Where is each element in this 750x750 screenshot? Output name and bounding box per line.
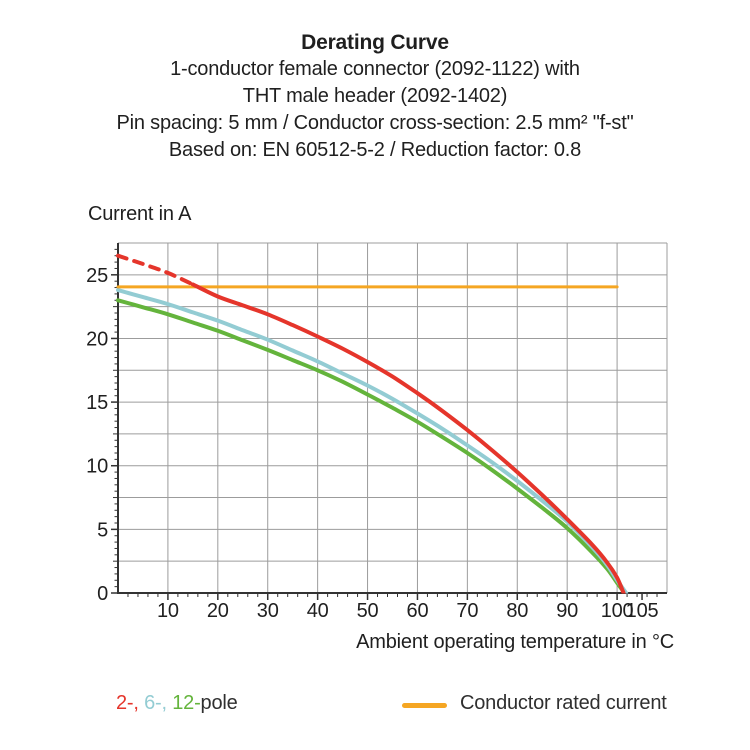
- x-tick-label: 30: [257, 600, 279, 622]
- x-tick-label: 100: [601, 600, 634, 622]
- curve-12-pole: [116, 298, 627, 594]
- legend-pole-item-12-: 12-: [172, 692, 201, 714]
- curve-6-pole: [116, 288, 629, 594]
- curves-group: [116, 253, 629, 594]
- chart-header: Derating Curve 1-conductor female connec…: [0, 29, 750, 164]
- curve-2-pole: [190, 282, 626, 594]
- chart-subtitle-line-3: Pin spacing: 5 mm / Conductor cross-sect…: [116, 112, 634, 134]
- x-tick-label: 40: [307, 600, 329, 622]
- legend-pole-suffix: pole: [200, 692, 238, 714]
- x-tick-label: 10: [157, 600, 179, 622]
- legend-pole-item-2-: 2-,: [116, 692, 139, 714]
- y-tick-label: 20: [86, 328, 108, 350]
- x-tick-label: 70: [456, 600, 478, 622]
- y-tick-label: 5: [97, 519, 108, 541]
- chart-title: Derating Curve: [301, 31, 449, 54]
- y-tick-label: 10: [86, 456, 108, 478]
- y-tick-label: 25: [86, 265, 108, 287]
- y-tick-label: 15: [86, 392, 108, 414]
- x-tick-label: 20: [207, 600, 229, 622]
- rated-current-swatch: [402, 703, 447, 708]
- legend-pole-item-6-: 6-,: [144, 692, 167, 714]
- x-tick-label: 60: [407, 600, 429, 622]
- chart-subtitle-line-4: Based on: EN 60512-5-2 / Reduction facto…: [168, 139, 582, 161]
- x-tick-label: 80: [506, 600, 528, 622]
- curve-2-pole-dashed: [116, 253, 195, 287]
- x-tick-label: 90: [556, 600, 578, 622]
- y-axis-title: Current in A: [88, 203, 192, 225]
- x-tick-label: 105: [626, 600, 659, 622]
- chart-subtitle-line-2: THT male header (2092-1402): [242, 85, 508, 107]
- legend-pole-items: 2-, 6-, 12-: [116, 692, 201, 714]
- x-axis-title: Ambient operating temperature in °C: [356, 631, 674, 653]
- y-tick-label: 0: [97, 583, 108, 605]
- legend-pole: 2-, 6-, 12-pole: [116, 692, 238, 715]
- x-tick-label: 50: [357, 600, 379, 622]
- legend-rated-label: Conductor rated current: [460, 692, 667, 714]
- chart-subtitle-line-1: 1-conductor female connector (2092-1122)…: [170, 58, 580, 80]
